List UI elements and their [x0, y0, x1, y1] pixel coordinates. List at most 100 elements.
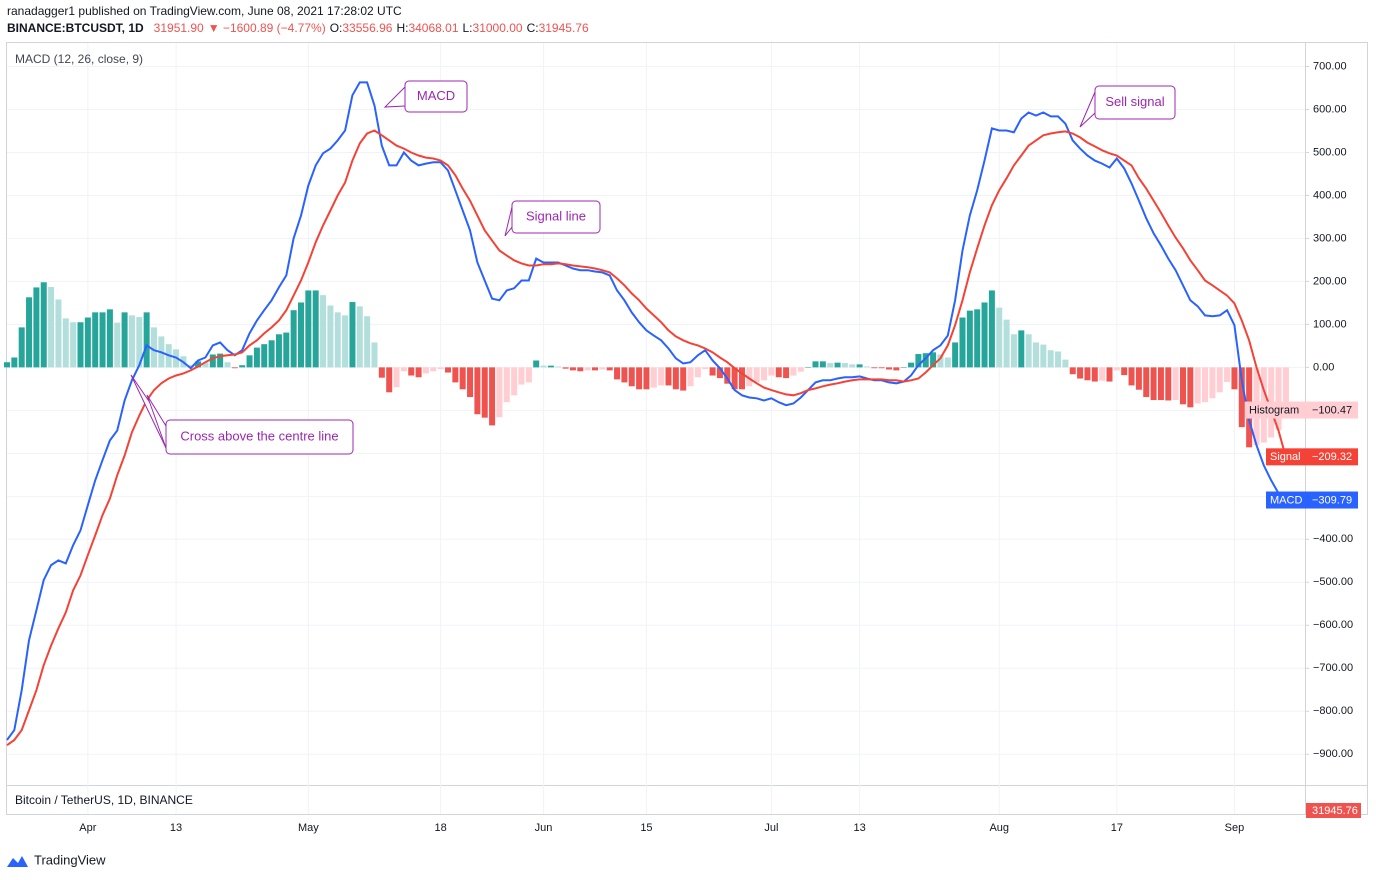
histogram-bar — [342, 315, 349, 368]
y-tick-label: 600.00 — [1313, 103, 1347, 115]
annotation: Sell signal — [1105, 94, 1164, 109]
histogram-bar — [217, 353, 224, 368]
histogram-bar — [1172, 367, 1179, 401]
histogram-bar — [1121, 367, 1128, 376]
histogram-bar — [584, 367, 591, 371]
x-tick-label: Jul — [764, 822, 778, 834]
histogram-bar — [393, 367, 400, 388]
histogram-bar — [459, 367, 466, 390]
histogram-bar — [496, 367, 503, 418]
y-tick-label: 400.00 — [1313, 189, 1347, 201]
histogram-bar — [268, 340, 275, 368]
histogram-bar — [768, 367, 775, 376]
histogram-bar — [665, 367, 672, 386]
annotation: Cross above the centre line — [180, 428, 338, 443]
histogram-bar — [1187, 367, 1194, 408]
histogram-bar — [577, 367, 584, 372]
price-tag: 31945.76 — [1312, 805, 1358, 817]
symbol-line: BINANCE:BTCUSDT, 1D 31951.90 ▼ −1600.89 (−… — [7, 21, 589, 35]
histogram-bar — [1202, 367, 1209, 403]
histogram-bar — [1084, 367, 1091, 381]
x-tick-label: 13 — [170, 822, 182, 834]
histogram-bar — [569, 367, 576, 371]
callout: Sell signal — [1079, 85, 1176, 128]
histogram-bar — [959, 317, 966, 368]
histogram-bar — [783, 367, 790, 379]
histogram-bar — [349, 302, 356, 368]
callout: Cross above the centre line — [130, 374, 354, 455]
histogram-bar — [1106, 367, 1113, 382]
y-tick-label: −400.00 — [1313, 533, 1353, 545]
open-label: O: — [330, 21, 343, 35]
histogram-bar — [1135, 367, 1142, 390]
histogram-bar — [996, 307, 1003, 368]
x-tick-label: 13 — [853, 822, 865, 834]
histogram-bar — [136, 317, 143, 368]
high: 34068.01 — [408, 21, 458, 35]
histogram-bar — [422, 367, 429, 374]
histogram-bar — [320, 295, 327, 368]
histogram-bar — [841, 363, 848, 368]
histogram-bar — [591, 367, 598, 371]
close-label: C: — [527, 21, 539, 35]
histogram-bar — [239, 365, 246, 368]
y-tick-label: 300.00 — [1313, 232, 1347, 244]
annotation: MACD — [417, 88, 455, 103]
histogram-bar — [988, 290, 995, 368]
histogram-bar — [724, 367, 731, 384]
histogram-bar — [827, 363, 834, 368]
histogram-bar — [40, 282, 47, 368]
histogram-bar — [1113, 367, 1120, 371]
histogram-bar — [716, 367, 723, 379]
histogram-bar — [1077, 367, 1084, 379]
callout: MACD — [383, 80, 468, 113]
histogram-bar — [753, 367, 760, 383]
symbol: BINANCE:BTCUSDT, 1D — [7, 21, 144, 35]
histogram-bar — [195, 361, 202, 368]
open: 33556.96 — [342, 21, 392, 35]
x-tick-label: 15 — [640, 822, 652, 834]
callout-pointer — [1079, 91, 1096, 128]
legend-entry: Signal — [1270, 451, 1301, 463]
histogram-bar — [261, 344, 268, 368]
legend-entry: MACD — [1270, 494, 1302, 506]
histogram-bar — [444, 367, 451, 373]
y-tick-label: −600.00 — [1313, 619, 1353, 631]
histogram-bar — [150, 327, 157, 368]
x-tick-label: Sep — [1225, 822, 1245, 834]
histogram-bar — [202, 362, 209, 368]
histogram-bar — [922, 353, 929, 368]
histogram-bar — [555, 366, 562, 368]
histogram-bar — [1231, 367, 1238, 390]
histogram-bar — [364, 316, 371, 368]
annotation: Signal line — [526, 208, 586, 223]
author-line: ranadagger1 published on TradingView.com… — [7, 4, 402, 18]
y-tick-label: −500.00 — [1313, 576, 1353, 588]
close: 31945.76 — [539, 21, 589, 35]
histogram-bar — [966, 310, 973, 368]
histogram-bar — [297, 302, 304, 368]
histogram-bar — [114, 322, 121, 368]
histogram-bar — [1128, 367, 1135, 386]
histogram-bar — [55, 299, 62, 368]
callout-pointer — [383, 86, 406, 108]
histogram-bar — [209, 354, 216, 368]
histogram-bar — [687, 367, 694, 387]
histogram-bar — [1150, 367, 1157, 401]
price-tag-box — [1306, 803, 1361, 818]
lower-pane-title: Bitcoin / TetherUS, 1D, BINANCE — [15, 793, 193, 807]
histogram-bar — [562, 367, 569, 369]
histogram-bar — [481, 367, 488, 418]
histogram-bar — [489, 367, 496, 426]
y-tick-label: 100.00 — [1313, 318, 1347, 330]
histogram-bar — [1047, 350, 1054, 368]
last-value-label: −100.47 — [1312, 404, 1352, 416]
histogram-bar — [48, 286, 55, 368]
histogram-bar — [452, 367, 459, 383]
x-tick-label: 18 — [435, 822, 447, 834]
indicator-title: MACD (12, 26, close, 9) — [15, 52, 143, 66]
histogram-bar — [658, 367, 665, 386]
histogram-bar — [636, 367, 643, 390]
histogram-bar — [386, 367, 393, 393]
histogram-bar — [1018, 330, 1025, 368]
